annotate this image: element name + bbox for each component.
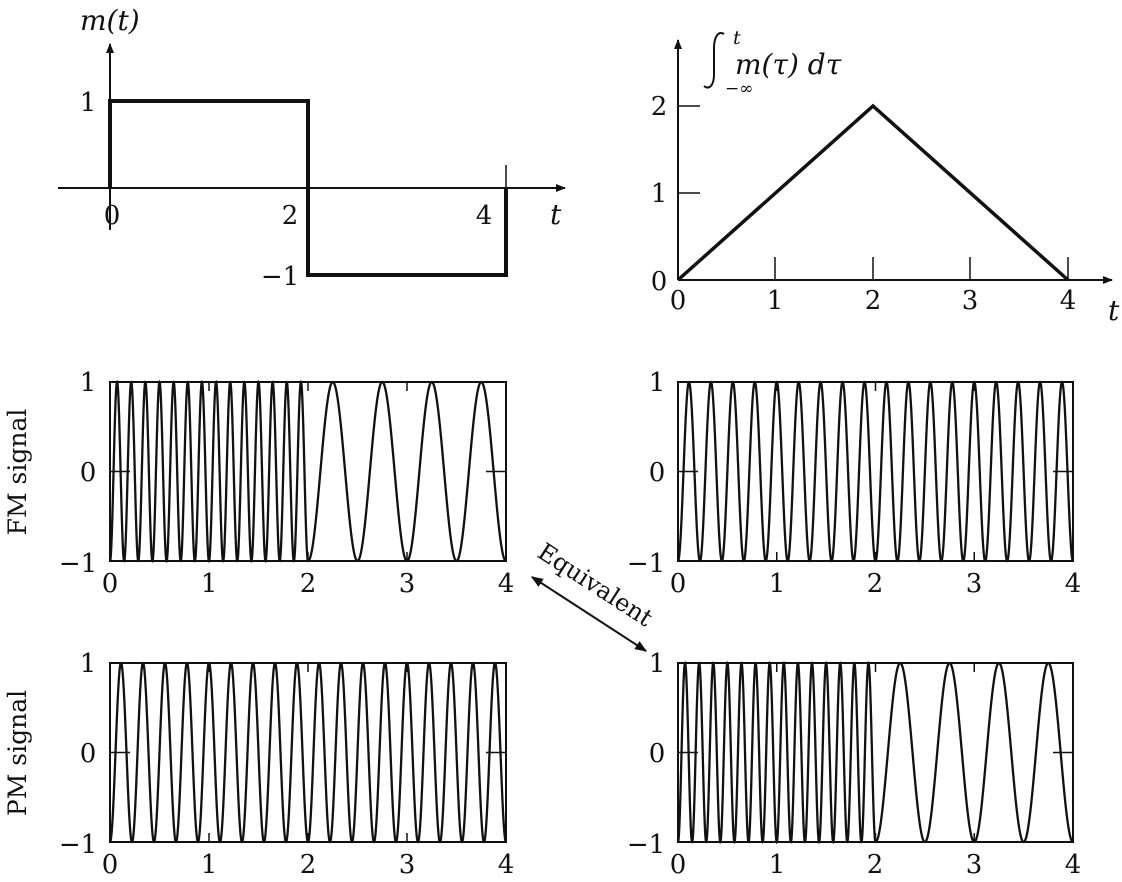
y-tick-label: −1 <box>261 262 299 292</box>
x-tick-label: 0 <box>670 569 687 599</box>
title-text: m(t) <box>80 4 140 37</box>
x-tick-label: 0 <box>104 201 121 231</box>
x-tick-label: 2 <box>300 569 317 599</box>
x-tick-label: 1 <box>201 569 218 599</box>
y-tick-label: 0 <box>649 458 666 488</box>
x-tick-label: 3 <box>399 850 416 880</box>
x-axis-label: t <box>1108 294 1120 327</box>
pm-integral-signal-plot: 1 0 −1 0 1 2 3 4 <box>627 649 1081 880</box>
fm-integral-signal-plot: 1 0 −1 0 1 2 3 4 <box>627 368 1081 599</box>
title-body: m(τ) dτ <box>735 48 842 81</box>
x-tick-label: 2 <box>300 850 317 880</box>
y-tick-label: 1 <box>649 649 666 679</box>
integral-sign-icon <box>703 32 725 89</box>
x-tick-label: 2 <box>867 850 884 880</box>
message-waveform <box>108 99 508 277</box>
x-tick-label: 1 <box>201 850 218 880</box>
x-tick-label: 3 <box>399 569 416 599</box>
title-lower-limit: −∞ <box>725 79 753 99</box>
title-upper-limit: t <box>733 27 741 49</box>
y-tick-label: 1 <box>649 368 666 398</box>
fm-waveform <box>677 380 1074 563</box>
x-tick-label: 0 <box>670 286 687 316</box>
x-tick-label: 4 <box>1065 850 1082 880</box>
chart-title: m(t) <box>80 4 140 37</box>
fm-waveform <box>109 379 507 563</box>
tick-marks <box>110 382 506 561</box>
y-tick-label: 2 <box>651 92 668 122</box>
x-tick-label: 3 <box>966 569 983 599</box>
tick-marks <box>110 663 506 842</box>
y-tick-label: 1 <box>80 88 97 118</box>
y-tick-label: −1 <box>59 830 97 860</box>
x-tick-label: 1 <box>769 850 786 880</box>
fm-message-signal-plot: FM signal 1 0 −1 0 1 2 3 4 <box>3 368 514 599</box>
pm-message-signal-plot: PM signal 1 0 −1 0 1 2 3 4 <box>3 649 514 880</box>
y-tick-label: 0 <box>80 739 97 769</box>
x-tick-label: 1 <box>769 569 786 599</box>
y-axis-label: PM signal <box>3 690 32 816</box>
x-tick-label: 4 <box>1065 569 1082 599</box>
pm-waveform <box>109 661 507 844</box>
y-axis-label: FM signal <box>3 409 32 536</box>
y-tick-label: −1 <box>627 830 665 860</box>
x-tick-label: 3 <box>962 286 979 316</box>
x-tick-label: 1 <box>767 286 784 316</box>
tick-marks <box>678 382 1073 561</box>
y-tick-label: 0 <box>649 739 666 769</box>
x-tick-label: 3 <box>966 850 983 880</box>
x-tick-label: 0 <box>102 569 119 599</box>
message-signal-plot: m(t) t 0 2 4 1 −1 <box>58 4 566 292</box>
y-tick-label: 1 <box>80 649 97 679</box>
y-tick-label: 0 <box>80 458 97 488</box>
y-tick-label: 1 <box>80 368 97 398</box>
y-tick-label: 1 <box>651 179 668 209</box>
double-arrow-icon <box>530 576 648 652</box>
x-axis-label: t <box>550 198 562 231</box>
x-tick-label: 4 <box>476 201 493 231</box>
integral-waveform <box>676 103 1070 282</box>
x-tick-label: 0 <box>102 850 119 880</box>
x-tick-label: 2 <box>282 201 299 231</box>
y-tick-label: −1 <box>627 549 665 579</box>
y-tick-label: −1 <box>59 549 97 579</box>
integral-plot: −∞ t m(τ) dτ t 0 1 2 3 4 0 1 2 <box>651 27 1120 327</box>
x-tick-label: 2 <box>867 569 884 599</box>
tick-marks <box>678 663 1073 842</box>
pm-waveform <box>677 660 1074 845</box>
x-tick-label: 2 <box>865 286 882 316</box>
x-tick-label: 4 <box>498 569 515 599</box>
chart-title: −∞ t m(τ) dτ <box>703 27 842 99</box>
x-tick-label: 0 <box>670 850 687 880</box>
x-tick-label: 4 <box>1060 286 1077 316</box>
x-tick-label: 4 <box>498 850 515 880</box>
y-tick-label: 0 <box>651 267 668 297</box>
